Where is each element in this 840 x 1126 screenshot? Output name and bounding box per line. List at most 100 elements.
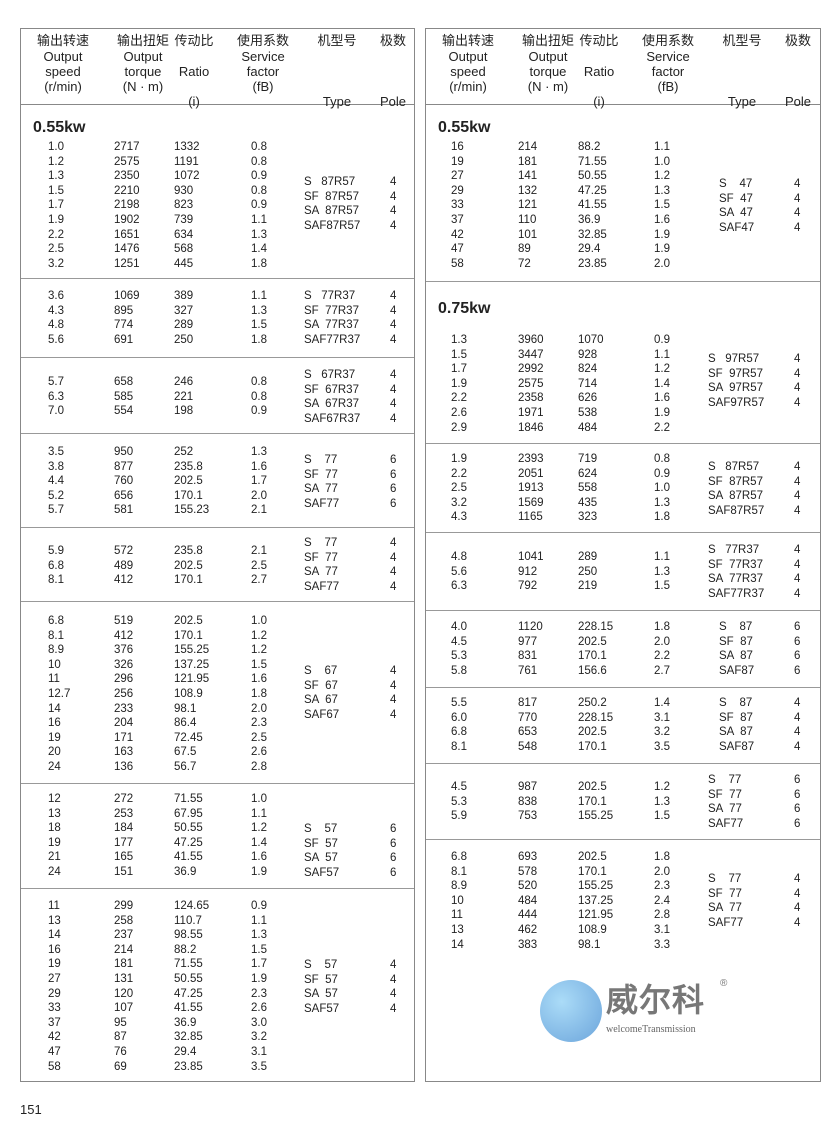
pole-count: 4 [390,176,397,188]
cell-ratio: 56.7 [174,761,197,773]
model-type: S 87R57 [708,461,760,473]
cell-ratio: 36.9 [174,866,197,878]
model-group: 4.0 1120 228.15 1.8 4.5 977 202.5 2.0 5.3 831 170.… [426,611,820,688]
cell-ratio: 626 [578,392,598,405]
cell-ratio: 36.9 [174,1016,197,1029]
cell-speed: 3.2 [451,496,467,509]
header-type-cn: 机型号 [722,33,762,48]
cell-service-factor: 2.0 [654,635,670,648]
cell-torque: 987 [518,781,538,793]
cell-ratio: 71.55 [174,793,203,805]
cell-ratio: 250.2 [578,697,607,709]
cell-speed: 10 [451,894,464,907]
model-type: SF 77R37 [708,558,763,571]
cell-service-factor: 1.6 [251,851,267,864]
cell-ratio: 88.2 [578,141,601,153]
cell-torque: 72 [518,257,531,270]
cell-service-factor: 0.8 [654,453,670,465]
cell-service-factor: 3.2 [654,726,670,739]
cell-torque: 554 [114,405,134,418]
cell-torque: 237 [114,929,134,942]
model-type: SA 77 [304,566,338,579]
model-group: 3.6 1069 389 1.1 4.3 895 327 1.3 4.8 774 289 1.5 5.6… [21,279,414,358]
header-torque-en: torque [529,64,567,79]
cell-ratio: 824 [578,363,598,376]
model-group: 1.9 2393 719 0.8 2.2 2051 624 0.9 2.5 1913 558 1.0 3… [426,444,820,533]
header-service-factor-en: (fB) [657,79,679,94]
cell-ratio: 71.55 [174,958,203,971]
cell-service-factor: 1.5 [654,810,670,823]
header-pole-en [785,79,811,94]
header-pole-cn: 极数 [379,33,406,48]
cell-torque: 131 [114,973,134,985]
model-type: SAF67 [304,708,340,721]
cell-speed: 6.8 [451,851,467,863]
cell-torque: 258 [114,914,134,927]
cell-torque: 656 [114,489,134,502]
cell-speed: 16 [48,717,61,730]
cell-ratio: 170.1 [174,489,203,502]
header-pole-en: Pole [784,94,812,109]
cell-ratio: 23.85 [174,1060,203,1073]
cell-speed: 18 [48,822,61,835]
cell-service-factor: 3.5 [654,740,670,753]
left-selection-table: 输出转速 Output speed (r/min) 输出扭矩 Output torque (N… [20,28,415,1082]
cell-torque: 69 [114,1060,127,1073]
cell-service-factor: 1.5 [251,319,267,332]
cell-service-factor: 1.1 [654,348,670,361]
cell-service-factor: 3.1 [654,924,670,936]
cell-torque: 141 [518,170,538,183]
cell-torque: 95 [114,1016,127,1029]
pole-count: 4 [390,319,397,332]
model-type: S 87 [719,621,753,633]
model-type: SA 87R57 [708,490,763,503]
pole-count: 4 [794,740,801,753]
cell-service-factor: 1.3 [654,184,670,197]
cell-service-factor: 1.6 [251,460,267,473]
pole-count: 4 [794,573,801,586]
cell-speed: 24 [48,761,61,773]
model-type: SAF87 [719,664,755,677]
cell-speed: 4.5 [451,781,467,793]
cell-service-factor: 0.8 [251,155,267,168]
model-type: SF 87 [719,711,753,724]
model-type: SAF57 [304,866,340,879]
cell-ratio: 323 [578,511,598,524]
cell-torque: 912 [518,565,538,578]
cell-speed: 4.8 [48,319,64,332]
cell-service-factor: 1.9 [251,866,267,878]
cell-torque: 1971 [518,407,544,419]
cell-speed: 58 [48,1060,61,1073]
cell-service-factor: 1.4 [654,377,670,390]
power-rating-title: 0.55kw [33,119,86,136]
cell-torque: 548 [518,740,538,753]
cell-speed: 4.5 [451,635,467,648]
cell-speed: 19 [48,836,61,849]
cell-ratio: 137.25 [578,894,614,907]
pole-count: 4 [794,353,801,365]
cell-speed: 12.7 [48,688,71,700]
header-pole-en [380,64,406,79]
pole-count: 4 [794,475,801,488]
model-type: SAF97R57 [708,396,765,409]
cell-torque: 895 [114,304,134,317]
cell-speed: 29 [451,184,464,197]
cell-speed: 3.6 [48,290,64,302]
cell-torque: 326 [114,658,134,671]
cell-torque: 107 [114,1002,134,1015]
cell-speed: 13 [48,914,61,927]
cell-service-factor: 1.7 [251,475,267,488]
cell-service-factor: 1.9 [654,243,670,256]
cell-service-factor: 1.2 [654,781,670,793]
cell-service-factor: 1.6 [654,392,670,405]
cell-ratio: 155.25 [174,644,210,657]
cell-torque: 1120 [518,621,543,633]
header-speed-en: Output [43,49,83,64]
cell-ratio: 219 [578,580,598,593]
header-ratio-cn: 传动比 [579,33,619,48]
cell-service-factor: 1.4 [654,697,670,709]
cell-service-factor: 2.0 [251,489,267,502]
cell-ratio: 98.55 [174,929,203,942]
cell-service-factor: 1.9 [251,973,267,985]
cell-speed: 1.0 [48,141,64,153]
